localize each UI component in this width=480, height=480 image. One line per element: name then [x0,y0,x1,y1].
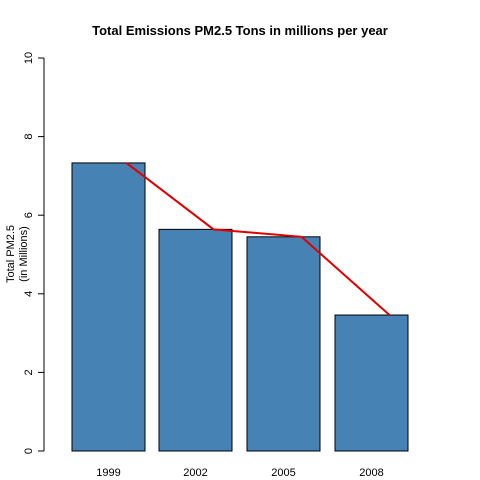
y-axis-label-line-1: Total PM2.5 [5,225,17,283]
bar-2008 [334,314,409,452]
bars-group [71,162,409,452]
bar-2002 [158,228,233,452]
y-axis: 0 2 4 6 8 10 [23,52,45,454]
x-tick-label-2005: 2005 [271,467,295,479]
y-tick-label-4: 4 [23,291,35,297]
y-tick-label-2: 2 [23,369,35,375]
y-tick-label-0: 0 [23,448,35,454]
y-tick-label-6: 6 [23,212,35,218]
y-tick-label-10: 10 [23,52,35,64]
x-axis-labels: 1999 2002 2005 2008 [96,467,383,479]
x-tick-label-1999: 1999 [96,467,120,479]
y-axis-label: Total PM2.5 (in Millions) [5,225,30,283]
x-tick-label-2002: 2002 [183,467,207,479]
trend-line [125,162,391,316]
y-tick-label-8: 8 [23,134,35,140]
y-axis-label-line-2: (in Millions) [18,226,30,282]
bar-2005 [246,236,321,452]
x-tick-label-2008: 2008 [359,467,383,479]
bar-1999 [71,162,146,452]
chart-title: Total Emissions PM2.5 Tons in millions p… [92,23,388,38]
